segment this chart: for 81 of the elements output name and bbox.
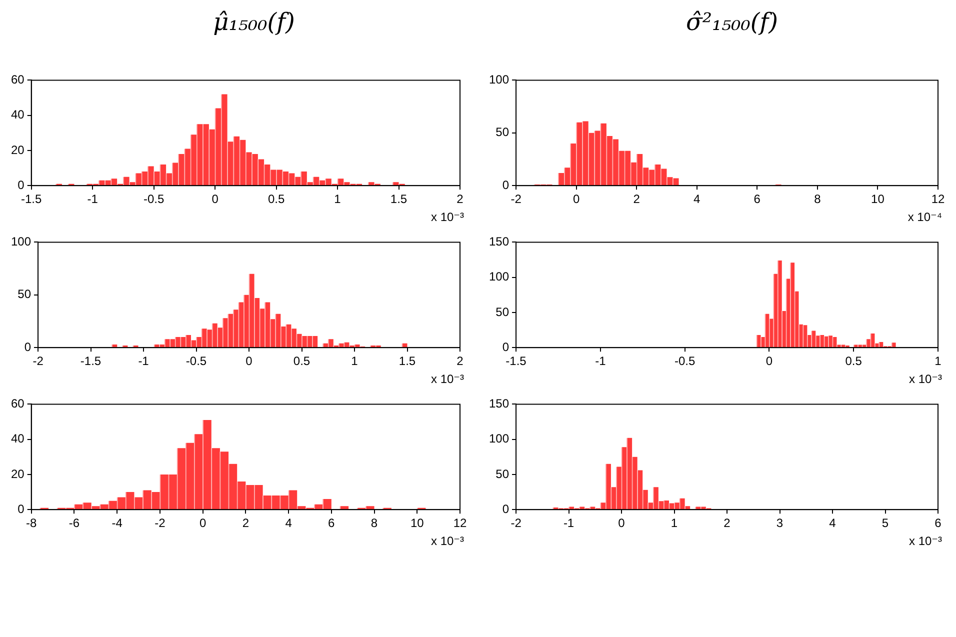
x-tick-label: -2 bbox=[510, 516, 522, 530]
y-tick-label: 100 bbox=[488, 270, 510, 284]
x-tick-label: -1.5 bbox=[21, 192, 42, 206]
x-tick-label: 3 bbox=[776, 516, 784, 530]
x-tick-label: -1.5 bbox=[506, 354, 527, 368]
x-tick-label: -1 bbox=[87, 192, 98, 206]
x-tick-label: 8 bbox=[814, 192, 822, 206]
x-tick-label: 2 bbox=[242, 516, 250, 530]
x-tick-label: -1 bbox=[138, 354, 150, 368]
y-tick-label: 150 bbox=[488, 234, 510, 249]
y-tick-label: 0 bbox=[24, 340, 32, 354]
x-tick-label: 2 bbox=[456, 354, 464, 368]
x-tick-label: 1 bbox=[670, 516, 678, 530]
x-tick-label: -2 bbox=[510, 192, 522, 206]
chart-title: σ̂²₁₅₀₀(f) bbox=[684, 8, 780, 38]
x-tick-label: -1 bbox=[563, 516, 574, 530]
x-tick-label: 1.5 bbox=[398, 354, 416, 368]
x-tick-label: 6 bbox=[934, 516, 942, 530]
x-axis-title: x 10⁻³ bbox=[430, 534, 465, 550]
x-tick-label: -0.5 bbox=[186, 354, 207, 368]
chart-title: μ̂₁₅₀₀(f) bbox=[212, 8, 296, 38]
x-tick-label: 4 bbox=[285, 516, 292, 530]
x-tick-label: 0 bbox=[572, 192, 580, 206]
x-tick-label: -4 bbox=[112, 516, 123, 530]
y-tick-label: 50 bbox=[496, 125, 510, 140]
y-tick-label: 40 bbox=[10, 108, 25, 122]
x-tick-label: 1 bbox=[934, 354, 942, 368]
x-tick-label: 0 bbox=[246, 354, 253, 368]
x-tick-label: -2 bbox=[32, 354, 44, 368]
x-tick-label: 0 bbox=[199, 516, 206, 530]
x-tick-label: 8 bbox=[370, 516, 378, 530]
y-tick-label: 100 bbox=[10, 234, 32, 249]
x-tick-label: 2 bbox=[633, 192, 640, 206]
x-tick-label: -1.5 bbox=[80, 354, 102, 368]
y-tick-label: 50 bbox=[496, 304, 510, 319]
x-tick-label: 1 bbox=[334, 192, 342, 206]
y-tick-label: 60 bbox=[10, 396, 25, 411]
x-tick-label: 6 bbox=[328, 516, 336, 530]
x-axis-title: x 10⁻³ bbox=[908, 372, 943, 388]
x-axis-title: x 10⁻⁴ bbox=[906, 210, 943, 226]
y-tick-label: 50 bbox=[18, 287, 32, 302]
x-tick-label: -2 bbox=[154, 516, 166, 530]
x-tick-label: 6 bbox=[754, 192, 761, 206]
x-tick-label: 0.5 bbox=[268, 192, 285, 206]
y-tick-label: 20 bbox=[10, 142, 25, 157]
y-tick-label: 50 bbox=[496, 466, 510, 481]
x-tick-label: 1 bbox=[351, 354, 358, 368]
y-tick-label: 100 bbox=[488, 432, 510, 446]
x-tick-label: 10 bbox=[410, 516, 424, 530]
x-tick-label: 0.5 bbox=[845, 354, 862, 368]
x-tick-label: -0.5 bbox=[674, 354, 696, 368]
x-tick-label: 1.5 bbox=[390, 192, 408, 206]
x-tick-label: 12 bbox=[931, 192, 945, 206]
x-tick-label: 12 bbox=[453, 516, 467, 530]
x-tick-label: -6 bbox=[68, 516, 80, 530]
x-axis-title: x 10⁻³ bbox=[430, 210, 465, 226]
x-tick-label: -1 bbox=[595, 354, 606, 368]
x-tick-label: 4 bbox=[829, 516, 836, 530]
x-tick-label: 0 bbox=[618, 516, 626, 530]
y-tick-label: 20 bbox=[10, 466, 25, 481]
x-tick-label: 0.5 bbox=[293, 354, 310, 368]
x-axis-title: x 10⁻³ bbox=[908, 534, 943, 550]
y-tick-label: 0 bbox=[502, 340, 510, 354]
y-tick-label: 100 bbox=[488, 72, 510, 87]
y-tick-label: 60 bbox=[10, 72, 25, 87]
x-tick-label: 0 bbox=[766, 354, 773, 368]
x-tick-label: -0.5 bbox=[143, 192, 164, 206]
x-axis-title: x 10⁻³ bbox=[430, 372, 465, 388]
y-tick-label: 0 bbox=[502, 178, 510, 192]
x-tick-label: 5 bbox=[882, 516, 889, 530]
x-tick-label: -8 bbox=[26, 516, 38, 530]
y-tick-label: 40 bbox=[10, 432, 25, 446]
x-tick-label: 2 bbox=[456, 192, 464, 206]
x-tick-label: 4 bbox=[694, 192, 701, 206]
y-tick-label: 0 bbox=[502, 502, 510, 516]
y-tick-label: 0 bbox=[18, 502, 25, 516]
x-tick-label: 2 bbox=[724, 516, 731, 530]
y-tick-label: 0 bbox=[18, 178, 25, 192]
y-tick-label: 150 bbox=[488, 396, 510, 411]
x-tick-label: 0 bbox=[212, 192, 219, 206]
x-tick-label: 10 bbox=[871, 192, 885, 206]
